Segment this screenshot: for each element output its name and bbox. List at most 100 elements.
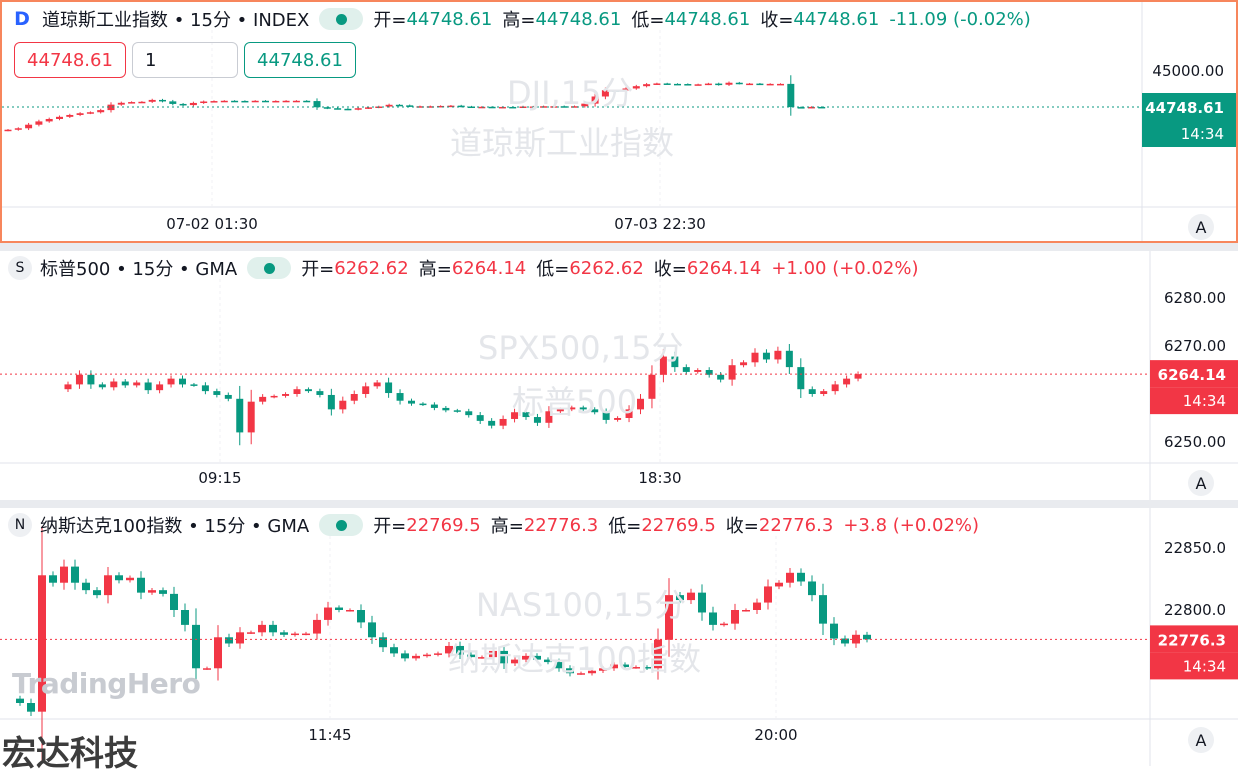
candle-body [774, 350, 782, 360]
candle-body [671, 356, 679, 368]
spx-candlestick-chart[interactable]: 09:15 18:30 6280.00 6270.00 6250.00 6264.14 14… [0, 251, 1238, 500]
close-label: 收= [725, 516, 759, 537]
candle-body [181, 610, 189, 625]
countdown-label-bg [1150, 652, 1238, 680]
candle-body [511, 412, 519, 419]
candle-body [740, 362, 748, 366]
candle-body [87, 374, 95, 385]
symbol-logo-icon: S [8, 256, 32, 280]
candle-body [610, 664, 618, 669]
candle-body [303, 100, 311, 103]
auto-scale-button[interactable]: A [1188, 214, 1214, 240]
visibility-toggle-icon[interactable] [247, 257, 292, 279]
candle-body [16, 698, 24, 703]
candle-body [843, 378, 851, 385]
low-label: 低= [536, 259, 570, 280]
time-tick-label: 18:30 [638, 469, 681, 487]
candle-body [653, 83, 661, 85]
watermark-symbol: NAS100,15分 [476, 586, 687, 624]
candle-body [373, 382, 381, 387]
candle-body [14, 128, 22, 130]
candle-body [717, 374, 725, 380]
candle-body [831, 384, 839, 392]
auto-scale-button[interactable]: A [1188, 727, 1214, 753]
quantity-input[interactable]: 1 [132, 42, 238, 78]
nas-candlestick-chart[interactable]: 11:45 20:00 22850.0 22800.0 22776.3 14:34 [0, 508, 1238, 766]
chart-pane-nas[interactable]: 11:45 20:00 22850.0 22800.0 22776.3 14:34 NAS… [0, 508, 1238, 766]
candle-body [385, 104, 393, 107]
candle-body [632, 86, 640, 89]
candle-body [488, 106, 496, 109]
price-tick-label: 6270.00 [1164, 337, 1226, 355]
candle-body [453, 410, 461, 412]
low-value: 22769.5 [641, 514, 716, 536]
symbol-logo-icon: D [14, 8, 30, 30]
candle-body [442, 407, 450, 411]
candle-body [302, 633, 310, 636]
visibility-toggle-icon[interactable] [319, 8, 364, 30]
low-value: 6262.62 [569, 257, 644, 279]
auto-scale-button[interactable]: A [1188, 470, 1214, 496]
candle-body [137, 577, 145, 593]
chart-pane-dji[interactable]: 07-02 01:30 07-03 22:30 45000.00 44748.61 14… [0, 0, 1238, 243]
candle-body [728, 365, 736, 380]
candle-body [35, 121, 43, 125]
candle-body [698, 592, 706, 613]
candle-body [663, 83, 671, 85]
candle-body [354, 108, 362, 110]
candle-body [751, 352, 759, 363]
candle-body [110, 381, 118, 388]
dji-candlestick-chart[interactable]: 07-02 01:30 07-03 22:3045000.0044748.6114… [2, 2, 1236, 241]
candle-body [830, 623, 838, 639]
close-label: 收= [760, 10, 794, 31]
chart-pane-spx[interactable]: 09:15 18:30 6280.00 6270.00 6250.00 6264.14 14… [0, 251, 1238, 500]
candle-body [45, 118, 53, 122]
legend: D 道琼斯工业指数 • 15分 • INDEX 开= 44748.61 高= 447… [10, 6, 1031, 32]
candle-body [82, 582, 90, 591]
price-input-2[interactable]: 44748.61 [244, 42, 356, 78]
candle-body [694, 84, 702, 86]
pane-divider[interactable] [0, 500, 1238, 508]
candle-body [568, 407, 576, 410]
tradinghero-logo: TradingHero [12, 667, 201, 700]
candle-body [522, 655, 530, 660]
candle-body [179, 378, 186, 385]
candle-body [682, 367, 690, 372]
candle-body [214, 637, 222, 669]
candle-body [566, 668, 574, 674]
candle-body [434, 653, 442, 655]
legend: S 标普500 • 15分 • GMA 开= 6262.62 高= 6264.14 … [8, 255, 919, 281]
price-input-1[interactable]: 44748.61 [14, 42, 126, 78]
candle-body [251, 100, 259, 103]
last-price-label-bg [1150, 360, 1238, 388]
candle-body [396, 393, 404, 401]
candle-body [797, 107, 805, 109]
candle-body [71, 566, 79, 583]
candle-body [478, 106, 486, 109]
candle-body [808, 581, 816, 596]
low-label: 低= [631, 10, 665, 31]
candle-body [687, 592, 695, 601]
symbol-title[interactable]: 标普500 • 15分 • GMA [40, 259, 238, 280]
last-price-label-bg [1142, 93, 1236, 120]
candle-body [292, 100, 300, 103]
visibility-toggle-icon[interactable] [319, 514, 364, 536]
candle-body [591, 96, 599, 104]
symbol-title[interactable]: 纳斯达克100指数 • 15分 • GMA [40, 516, 310, 537]
candle-body [293, 389, 301, 394]
candle-body [76, 113, 84, 115]
candle-body [236, 632, 244, 644]
high-label: 高= [418, 259, 452, 280]
watermark-name: 标普500 [512, 383, 638, 421]
candle-body [777, 83, 784, 86]
candle-body [808, 389, 816, 394]
candle-body [854, 374, 862, 379]
candle-body [818, 106, 826, 109]
candle-body [819, 595, 827, 624]
pane-divider[interactable] [0, 243, 1238, 251]
candle-body [344, 108, 352, 111]
candle-body [247, 401, 255, 433]
candle-body [126, 577, 134, 581]
symbol-title[interactable]: 道琼斯工业指数 • 15分 • INDEX [42, 10, 310, 31]
candle-body [601, 90, 609, 97]
